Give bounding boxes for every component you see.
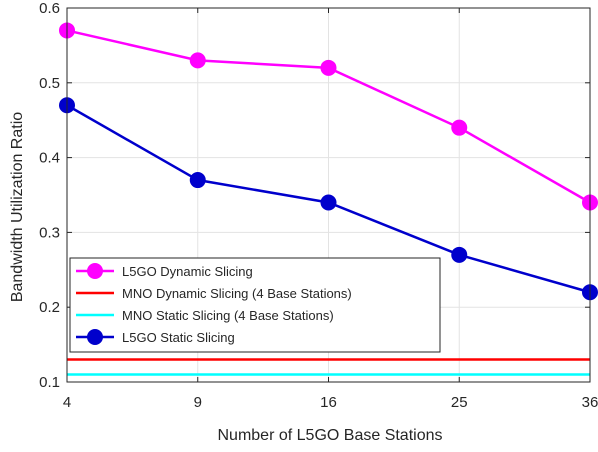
series-layer (59, 22, 598, 376)
y-tick-label: 0.2 (39, 299, 60, 316)
data-point (320, 194, 337, 211)
x-tick-label: 36 (582, 394, 598, 411)
y-axis-label: Bandwidth Utilization Ratio (9, 112, 26, 302)
x-tick-label: 9 (194, 394, 202, 411)
tick-labels: 4 9 16 25 36 0.1 0.2 0.3 0.4 0.5 0.6 (39, 0, 598, 411)
legend-entry: L5GO Static Slicing (76, 329, 235, 345)
legend-entry: L5GO Dynamic Slicing (76, 263, 253, 279)
y-tick-label: 0.1 (39, 374, 60, 391)
legend-entry: MNO Static Slicing (4 Base Stations) (76, 308, 334, 323)
legend-label: MNO Dynamic Slicing (4 Base Stations) (122, 286, 352, 301)
data-point (451, 246, 468, 263)
y-tick-label: 0.4 (39, 150, 60, 167)
axes (66, 7, 591, 383)
data-point (189, 172, 206, 189)
data-point (189, 52, 206, 69)
y-tick-label: 0.3 (39, 224, 60, 241)
y-tick-label: 0.6 (39, 0, 60, 17)
legend-box (69, 257, 441, 353)
data-point (451, 119, 468, 136)
legend-entry: MNO Dynamic Slicing (4 Base Stations) (76, 286, 352, 301)
legend-marker (87, 263, 103, 279)
legend-marker (87, 329, 103, 345)
legend-label: L5GO Static Slicing (122, 330, 235, 345)
plot-frame (66, 7, 591, 383)
x-axis-label: Number of L5GO Base Stations (218, 427, 443, 444)
legend: L5GO Dynamic Slicing MNO Dynamic Slicing … (69, 257, 441, 353)
x-tick-label: 4 (63, 394, 71, 411)
series-1 (59, 22, 598, 211)
data-point (320, 59, 337, 76)
x-tick-label: 16 (320, 394, 337, 411)
y-tick-label: 0.5 (39, 75, 60, 92)
legend-label: MNO Static Slicing (4 Base Stations) (122, 308, 334, 323)
legend-label: L5GO Dynamic Slicing (122, 264, 253, 279)
x-tick-label: 25 (451, 394, 468, 411)
